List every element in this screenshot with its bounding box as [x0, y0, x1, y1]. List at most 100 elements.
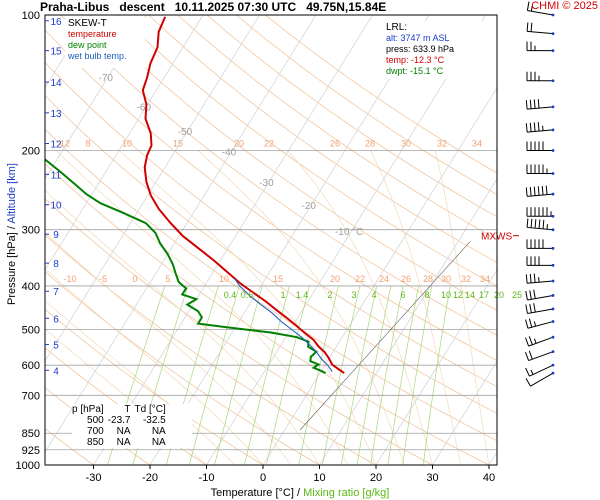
altitude-tick-label: 5 [53, 341, 59, 352]
wind-barb-flag [530, 218, 533, 228]
mixing-ratio-label: 8 [424, 290, 429, 300]
isotherm-line [319, 177, 497, 465]
isotherm-label: -60 [137, 102, 152, 113]
dry-adiabat-line [45, 128, 497, 442]
credit-link[interactable]: CHMI © 2025 [531, 0, 598, 12]
legend-item-wet-bulb: wet bulb temp. [68, 51, 127, 61]
table-header-t: T [124, 404, 131, 415]
legend-title: SKEW-T [68, 18, 107, 29]
pressure-tick-label: 925 [22, 445, 40, 457]
wind-barb [525, 372, 554, 387]
theta-label-400: 20 [330, 274, 340, 284]
station-name: Praha-Libus [40, 0, 110, 14]
y-axis-label: Pressure [hPa] / Altitude [km] [6, 154, 18, 314]
legend-box: SKEW-T temperature dew point wet bulb te… [65, 16, 145, 68]
wind-barb-panel [525, 1, 555, 387]
wind-barb [526, 22, 554, 35]
wind-barb [526, 1, 554, 16]
mixing-ratio-label: 0.6 [241, 290, 254, 300]
mixing-ratio-line [340, 285, 378, 465]
x-axis-label-mixing-ratio: Mixing ratio [g/kg] [303, 487, 390, 499]
wind-level-dot [551, 49, 555, 53]
mixing-ratio-label: 12 [453, 290, 463, 300]
lrl-altitude: alt: 3747 m ASL [386, 33, 450, 43]
dry-adiabat-line [206, 15, 497, 218]
wind-level-dot [551, 192, 555, 196]
wind-barb [525, 318, 554, 329]
theta-label-200: 15 [173, 138, 183, 148]
wet-bulb-line [234, 278, 333, 372]
wind-level-dot [551, 172, 555, 175]
isotherm-line [262, 86, 497, 465]
wind-barb-flag [525, 337, 530, 347]
lrl-info-box: LRL: alt: 3747 m ASL press: 633.9 hPa te… [383, 21, 485, 79]
isotherm-line [45, 15, 260, 362]
mixing-ratio-label: 6 [400, 290, 405, 300]
wind-barb-flag [533, 273, 536, 283]
theta-label-400: 28 [423, 274, 433, 284]
dry-adiabat-line [235, 15, 497, 196]
wind-barb [526, 141, 553, 151]
theta-label-200: 8 [85, 138, 90, 148]
wind-barb-flag [525, 291, 528, 301]
dry-adiabat-line [45, 61, 497, 388]
pressure-tick-label: 500 [22, 325, 40, 337]
wind-level-dot [551, 371, 555, 375]
theta-label-400: 30 [441, 274, 451, 284]
mixing-ratio-label: 2 [327, 290, 332, 300]
dew-point-line [45, 158, 327, 374]
isotherm-label: -30 [259, 178, 274, 189]
wind-barb-flag [525, 100, 528, 110]
altitude-tick-label: 11 [51, 170, 62, 181]
mixing-ratio-label: 25 [512, 290, 522, 300]
wind-barb-flag [529, 303, 532, 313]
level-table: p [hPa] T Td [°C] 500 -23.7 -32.5 700 NA… [72, 404, 192, 448]
pressure-tick-label: 400 [22, 281, 40, 293]
pressure-tick-label: 200 [22, 145, 40, 157]
wind-level-dot [551, 263, 555, 267]
table-row: 850 NA NA [72, 437, 170, 448]
isotherm-line [375, 269, 497, 465]
wind-barb-flag [525, 187, 528, 197]
wind-barb [525, 122, 554, 133]
mxws-pointer-line [299, 241, 471, 431]
mixing-ratio-label: 17 [479, 290, 489, 300]
y-axis-label-altitude: Altitude [km] [6, 163, 18, 224]
wind-barb [525, 185, 554, 197]
theta-label-200: 34 [472, 138, 482, 148]
temperature-tick-label: 10 [313, 472, 325, 484]
wind-barb-flag [537, 186, 540, 196]
isotherm-label: -50 [178, 127, 193, 138]
wind-barb [525, 350, 554, 362]
wind-barb-flag [526, 218, 529, 228]
mixing-ratio-label: 14 [465, 290, 475, 300]
wind-barb [526, 239, 553, 249]
pressure-tick-label: 100 [22, 10, 40, 22]
dry-adiabat-line [118, 15, 497, 287]
temperature-tick-label: 30 [426, 472, 438, 484]
table-cell: -32.5 [142, 415, 166, 426]
wind-barb-flag [528, 318, 533, 328]
table-cell: 700 [87, 426, 104, 437]
wind-barb [526, 164, 553, 174]
wind-barb-flag [528, 336, 533, 345]
dry-adiabat-line [177, 15, 497, 240]
temperature-tick-label: 40 [483, 472, 495, 484]
wind-level-dot [551, 32, 555, 36]
wind-barb [525, 99, 554, 110]
skewt-frame-layer: 0.4 0.6 1 1.4 2 3 4 6 8 10 12 14 17 20 25MXWS100200300… [16, 10, 522, 484]
chart-title: Praha-Libus descent 10.11.2025 07:30 UTC… [40, 0, 386, 14]
pressure-tick-label: 850 [22, 428, 40, 440]
altitude-tick-label: 13 [50, 109, 62, 120]
dry-adiabat-line [60, 15, 497, 336]
pressure-tick-label: 300 [22, 225, 40, 237]
wind-barb [526, 207, 553, 217]
wind-barb-flag [529, 122, 532, 132]
mixing-ratio-label: 1 [280, 290, 285, 300]
theta-label-400: 0 [132, 274, 137, 284]
pressure-tick-label: 700 [22, 390, 40, 402]
wind-barb-flag [525, 123, 528, 133]
pressure-tick-label: 1000 [16, 460, 40, 472]
theta-label-400: 5 [165, 274, 170, 284]
isotherm-line [45, 15, 147, 180]
